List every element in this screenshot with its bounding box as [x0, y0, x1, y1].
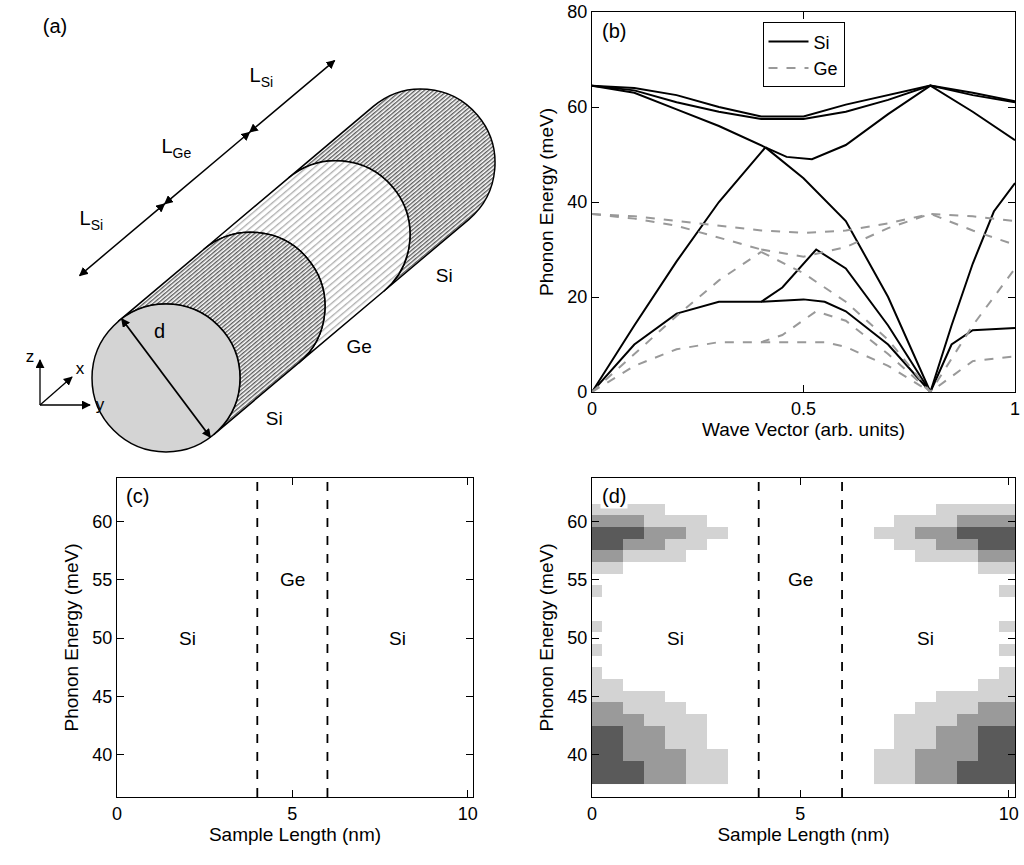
- svg-text:45: 45: [92, 687, 112, 707]
- svg-text:(a): (a): [43, 15, 67, 37]
- svg-text:Wave Vector (arb. units): Wave Vector (arb. units): [702, 419, 905, 440]
- svg-text:Phonon Energy (meV): Phonon Energy (meV): [61, 544, 82, 732]
- svg-text:60: 60: [567, 97, 587, 117]
- svg-text:60: 60: [92, 512, 112, 532]
- svg-text:(d): (d): [602, 485, 626, 507]
- svg-text:Phonon Energy (meV): Phonon Energy (meV): [536, 544, 557, 732]
- svg-text:Si: Si: [179, 628, 196, 649]
- svg-text:40: 40: [567, 745, 587, 765]
- svg-text:x: x: [76, 359, 85, 378]
- svg-text:80: 80: [567, 2, 587, 22]
- svg-text:Ge: Ge: [814, 59, 838, 79]
- svg-text:50: 50: [567, 628, 587, 648]
- svg-text:Si: Si: [917, 628, 934, 649]
- svg-text:(b): (b): [602, 20, 626, 42]
- svg-text:Si: Si: [814, 33, 830, 53]
- svg-text:y: y: [96, 395, 105, 414]
- svg-text:Ge: Ge: [788, 569, 813, 590]
- svg-text:Sample Length (nm): Sample Length (nm): [717, 824, 889, 845]
- svg-text:d: d: [154, 320, 165, 342]
- svg-text:5: 5: [287, 804, 297, 824]
- svg-text:0: 0: [587, 804, 597, 824]
- svg-text:60: 60: [567, 512, 587, 532]
- svg-text:Phonon Energy (meV): Phonon Energy (meV): [536, 108, 557, 296]
- svg-text:40: 40: [92, 745, 112, 765]
- svg-text:45: 45: [567, 687, 587, 707]
- svg-text:Ge: Ge: [347, 336, 372, 357]
- svg-text:Sample Length (nm): Sample Length (nm): [209, 824, 381, 845]
- svg-text:10: 10: [999, 804, 1019, 824]
- svg-text:Si: Si: [389, 628, 406, 649]
- svg-text:1: 1: [1010, 399, 1020, 419]
- svg-text:0.5: 0.5: [791, 399, 816, 419]
- svg-text:Ge: Ge: [280, 569, 305, 590]
- svg-text:0: 0: [587, 399, 597, 419]
- svg-text:Si: Si: [266, 408, 283, 429]
- svg-text:20: 20: [567, 287, 587, 307]
- svg-text:Si: Si: [667, 628, 684, 649]
- svg-text:0: 0: [112, 804, 122, 824]
- svg-text:50: 50: [92, 628, 112, 648]
- svg-text:LSi: LSi: [80, 207, 104, 232]
- svg-text:10: 10: [458, 804, 478, 824]
- svg-text:Si: Si: [436, 265, 453, 286]
- svg-text:(c): (c): [126, 485, 149, 507]
- svg-text:0: 0: [577, 382, 587, 402]
- svg-text:55: 55: [92, 570, 112, 590]
- svg-text:5: 5: [795, 804, 805, 824]
- svg-text:LSi: LSi: [250, 64, 274, 89]
- svg-text:LGe: LGe: [161, 135, 191, 160]
- svg-text:55: 55: [567, 570, 587, 590]
- svg-text:40: 40: [567, 192, 587, 212]
- svg-text:z: z: [26, 347, 35, 366]
